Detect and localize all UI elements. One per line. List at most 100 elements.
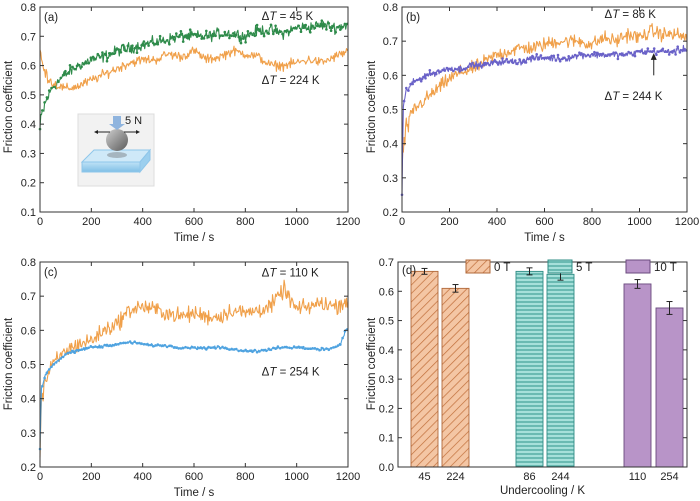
- series-point: [158, 344, 162, 347]
- series-point: [612, 51, 615, 54]
- series-point: [112, 344, 116, 347]
- series-point: [318, 25, 321, 28]
- series-point: [94, 57, 97, 61]
- series-point: [614, 51, 618, 54]
- series-point: [258, 29, 261, 33]
- series-point: [580, 52, 583, 55]
- series-point: [258, 350, 261, 353]
- series-point: [262, 348, 266, 352]
- series-point: [212, 34, 215, 38]
- series-point: [657, 50, 660, 53]
- series-point: [633, 54, 637, 58]
- x-tick-label: 1000: [627, 216, 651, 228]
- series-point: [214, 34, 217, 38]
- series-point: [84, 61, 88, 65]
- series-point: [292, 345, 296, 348]
- series-point: [471, 61, 474, 65]
- bar: [441, 287, 470, 468]
- series-point: [595, 51, 598, 55]
- series-point: [237, 349, 240, 353]
- series-point: [561, 57, 564, 61]
- series-point: [114, 48, 118, 51]
- series-point: [151, 41, 155, 45]
- series-point: [290, 347, 294, 350]
- series-point: [479, 65, 483, 68]
- series-point: [283, 29, 287, 33]
- series-point: [101, 346, 104, 349]
- series-point: [235, 347, 238, 351]
- series-point: [73, 351, 76, 355]
- series-point: [620, 53, 624, 57]
- series-point: [193, 346, 197, 349]
- series-point: [78, 348, 81, 352]
- tribometer-schematic: 5 N: [77, 113, 155, 187]
- series-point: [207, 35, 210, 39]
- panel-label: (b): [406, 12, 420, 24]
- series-point: [177, 347, 180, 350]
- series-point: [89, 56, 93, 59]
- series-point: [565, 58, 568, 61]
- series-point: [554, 59, 558, 62]
- series-point: [54, 361, 58, 364]
- load-annotation: 5 N: [125, 115, 142, 127]
- series-point: [299, 346, 303, 349]
- series-point: [432, 71, 436, 75]
- series-point: [650, 50, 654, 53]
- series-point: [228, 36, 231, 40]
- series-point: [518, 58, 521, 61]
- series-point: [126, 341, 130, 344]
- series-point: [117, 343, 120, 346]
- legend-label: 10 T: [654, 262, 677, 274]
- series-point: [663, 50, 667, 53]
- series-point: [103, 343, 106, 347]
- series-point: [434, 72, 438, 76]
- series-point: [119, 51, 123, 54]
- series-point: [539, 54, 543, 57]
- series-point: [191, 32, 194, 36]
- series-point: [267, 347, 271, 351]
- series-point: [200, 346, 203, 350]
- series-point: [133, 340, 136, 344]
- y-tick-label: 0.3: [21, 148, 36, 160]
- series-point: [255, 350, 259, 354]
- series-point: [78, 63, 81, 67]
- series-point: [138, 341, 141, 345]
- series-point: [216, 28, 220, 32]
- x-tick-label: 400: [133, 216, 151, 228]
- series-annotation: ΔT = 86 K: [605, 9, 657, 21]
- series-point: [652, 47, 656, 50]
- series-point: [546, 56, 549, 59]
- series-point: [57, 80, 60, 84]
- series-point: [522, 58, 526, 62]
- series-point: [154, 42, 157, 46]
- series-point: [511, 61, 515, 65]
- series-point: [327, 22, 331, 25]
- series-point: [181, 40, 185, 43]
- series-point: [214, 347, 217, 350]
- plot-frame: [397, 261, 688, 468]
- series-point: [419, 79, 423, 83]
- series-point: [481, 63, 485, 67]
- series-point: [605, 54, 609, 57]
- series-point: [135, 51, 139, 54]
- series-point: [151, 345, 155, 348]
- series-point: [179, 347, 183, 350]
- series-point: [75, 64, 79, 68]
- series-point: [216, 345, 220, 348]
- x-tick-label: 400: [488, 216, 506, 228]
- series-point: [306, 27, 310, 31]
- series-point: [242, 349, 245, 353]
- series-point: [473, 64, 477, 68]
- series-point: [492, 60, 496, 63]
- series-point: [276, 345, 280, 348]
- series-point: [456, 68, 459, 71]
- x-axis-label: Time / s: [174, 232, 215, 244]
- series-point: [644, 52, 647, 55]
- series-point: [121, 341, 125, 345]
- series-point: [556, 53, 560, 57]
- series-point: [409, 82, 412, 86]
- series-point: [422, 75, 425, 79]
- y-tick-label: 0.5: [383, 105, 398, 117]
- series-point: [336, 25, 340, 29]
- series-point: [186, 346, 190, 350]
